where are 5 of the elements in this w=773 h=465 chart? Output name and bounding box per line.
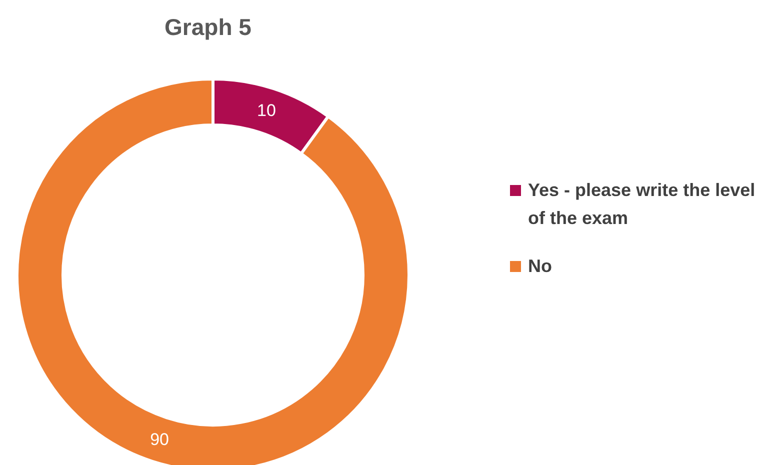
legend-label: No (528, 255, 552, 278)
data-label: 90 (150, 430, 169, 450)
data-label: 10 (257, 100, 276, 120)
chart-title: Graph 5 (164, 14, 252, 41)
legend-label: Yes - please write the level of the exam (528, 179, 756, 230)
